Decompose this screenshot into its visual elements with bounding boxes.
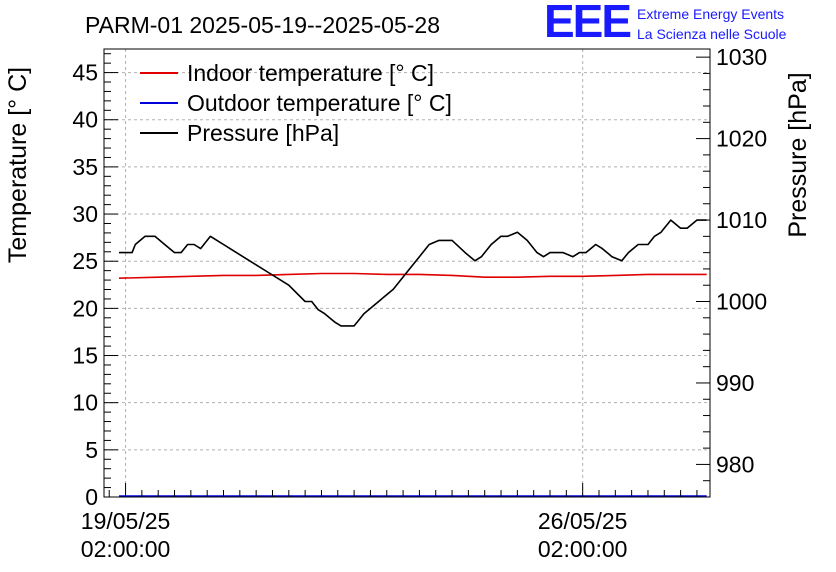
brand-line-1: Extreme Energy Events — [637, 6, 785, 22]
y-tick-label: 40 — [72, 107, 98, 133]
y-tick-label: 15 — [72, 343, 98, 369]
plot-frame — [103, 48, 711, 498]
legend-entry-2: Outdoor temperature [° C] — [187, 90, 452, 116]
x-tick-label-time: 02:00:00 — [538, 536, 628, 562]
grid — [104, 49, 710, 497]
y2-tick-label: 1030 — [716, 44, 767, 70]
y-axis-label-left: Temperature [° C] — [4, 67, 32, 263]
x-tick-label-date: 26/05/25 — [538, 508, 628, 534]
chart-title: PARM-01 2025-05-19--2025-05-28 — [85, 12, 440, 38]
legend: Indoor temperature [° C] Outdoor temperat… — [140, 60, 452, 146]
y2-tick-label: 1020 — [716, 126, 767, 152]
y-tick-label: 45 — [72, 60, 98, 86]
legend-entry-3: Pressure [hPa] — [187, 120, 339, 146]
y-tick-label: 25 — [72, 248, 98, 274]
y-axis-right: 980 990 1000 1010 1020 1030 — [696, 44, 767, 482]
y-axis-label-right: Pressure [hPa] — [784, 72, 812, 237]
y-tick-label: 35 — [72, 154, 98, 180]
y2-tick-label: 1000 — [716, 289, 767, 315]
y-tick-label: 5 — [85, 437, 98, 463]
series-layer — [118, 219, 707, 497]
y2-tick-label: 1010 — [716, 207, 767, 233]
eee-logo: EEE — [544, 0, 632, 47]
x-tick-label-time: 02:00:00 — [81, 536, 171, 562]
y-tick-label: 30 — [72, 201, 98, 227]
y2-tick-label: 980 — [716, 451, 754, 477]
y2-tick-label: 990 — [716, 370, 754, 396]
x-tick-label-date: 19/05/25 — [81, 508, 171, 534]
eee-brand: EEE Extreme Energy Events La Scienza nel… — [544, 0, 832, 47]
legend-entry-1: Indoor temperature [° C] — [187, 60, 434, 86]
series-line-3 — [119, 219, 707, 327]
y-tick-label: 10 — [72, 390, 98, 416]
brand-line-2: La Scienza nelle Scuole — [637, 26, 787, 42]
y-tick-label: 20 — [72, 295, 98, 321]
y-axis-left: 0 5 10 15 20 25 30 35 40 45 — [72, 53, 118, 510]
series-line-1 — [118, 272, 707, 279]
y-tick-label: 0 — [85, 484, 98, 510]
